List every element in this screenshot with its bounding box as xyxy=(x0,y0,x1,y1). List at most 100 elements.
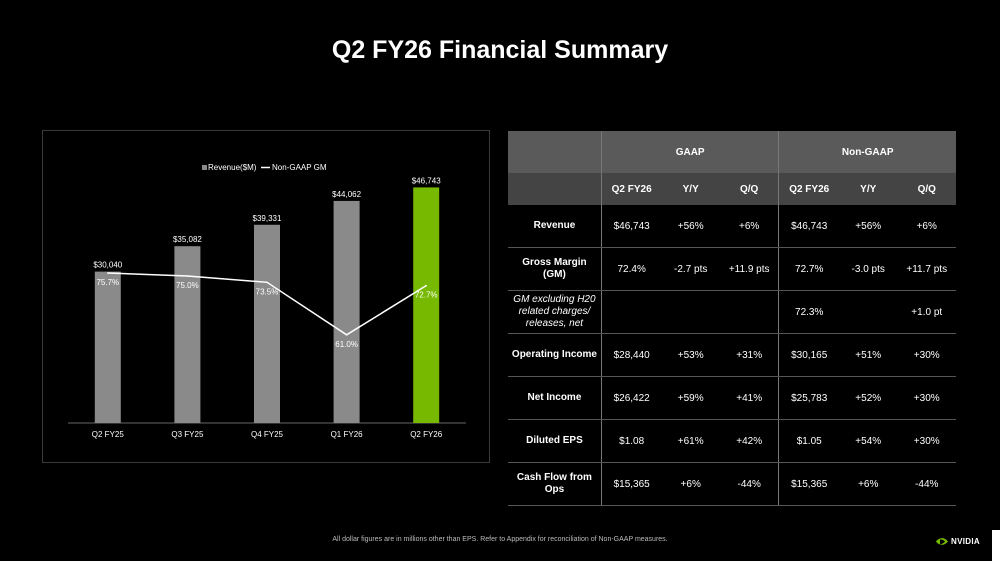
table-cell: +31% xyxy=(719,333,780,377)
col-header: Q2 FY26 xyxy=(778,173,839,205)
row-label: Diluted EPS xyxy=(508,419,602,463)
table-cell: $28,440 xyxy=(601,333,662,377)
row-label: Cash Flow from Ops xyxy=(508,462,602,506)
bar-value-label: $44,062 xyxy=(332,190,361,199)
col-header: Q/Q xyxy=(719,173,780,205)
bar-q4-fy25 xyxy=(254,224,280,423)
legend-label-gm: Non-GAAP GM xyxy=(272,163,327,172)
row-label: Net Income xyxy=(508,376,602,420)
table-cell: +30% xyxy=(897,376,956,420)
table-cell: -2.7 pts xyxy=(661,247,720,291)
table-cell: +52% xyxy=(839,376,898,420)
x-tick-label: Q3 FY25 xyxy=(171,430,204,439)
table-cell: $1.05 xyxy=(778,419,839,463)
table-cell: 72.3% xyxy=(778,290,839,334)
table-row: GM excluding H20 related charges/ releas… xyxy=(508,290,956,334)
footnote: All dollar figures are in millions other… xyxy=(332,536,668,543)
col-header: Q2 FY26 xyxy=(601,173,662,205)
table-row: Cash Flow from Ops $15,365 +6% -44% $15,… xyxy=(508,462,956,506)
table-cell: +53% xyxy=(661,333,720,377)
table-cell: $1.08 xyxy=(601,419,662,463)
col-header: Q/Q xyxy=(897,173,956,205)
col-header: Y/Y xyxy=(839,173,898,205)
table-cell: +42% xyxy=(719,419,780,463)
bar-q3-fy25 xyxy=(174,246,201,423)
gm-point xyxy=(345,334,348,336)
table-cell xyxy=(661,290,720,334)
table-cell: +51% xyxy=(839,333,898,377)
table-cell: $15,365 xyxy=(601,462,662,506)
bar-value-label: $30,040 xyxy=(93,261,122,270)
table-cell: 72.7% xyxy=(778,247,839,291)
x-tick-label: Q2 FY26 xyxy=(410,430,443,439)
header-blank xyxy=(508,173,602,205)
table-row: Gross Margin (GM) 72.4% -2.7 pts +11.9 p… xyxy=(508,247,956,291)
table-cell: +59% xyxy=(661,376,720,420)
column-header-row: Q2 FY26 Y/Y Q/Q Q2 FY26 Y/Y Q/Q xyxy=(508,173,956,205)
table-row: Net Income $26,422 +59% +41% $25,783 +52… xyxy=(508,376,956,420)
gm-value-label: 61.0% xyxy=(335,340,358,349)
bar-q2-fy26 xyxy=(413,187,440,423)
table-cell: $26,422 xyxy=(601,376,662,420)
table-cell: +54% xyxy=(839,419,898,463)
row-label: Revenue xyxy=(508,205,602,248)
table-row: Revenue $46,743 +56% +6% $46,743 +56% +6… xyxy=(508,205,956,248)
bar-value-label: $35,082 xyxy=(173,235,202,244)
table-cell: +56% xyxy=(661,205,720,248)
revenue-gm-chart: Revenue($M) Non-GAAP GM $30,040 Q2 FY25 $35,… xyxy=(42,130,490,463)
legend-swatch-revenue xyxy=(202,165,207,170)
table-row: Diluted EPS $1.08 +61% +42% $1.05 +54% +… xyxy=(508,419,956,463)
table-cell: -44% xyxy=(719,462,780,506)
gm-value-label: 75.0% xyxy=(176,281,199,290)
table-cell: +41% xyxy=(719,376,780,420)
gm-value-label: 72.7% xyxy=(415,291,438,300)
table-cell: +1.0 pt xyxy=(897,290,956,334)
logo-wordmark: NVIDIA xyxy=(951,537,980,546)
gm-point xyxy=(266,281,268,284)
table-cell: +6% xyxy=(839,462,898,506)
table-cell xyxy=(839,290,898,334)
gm-point xyxy=(107,272,109,274)
gm-value-label: 73.5% xyxy=(256,287,279,296)
table-cell: $30,165 xyxy=(778,333,839,377)
nvidia-eye-icon xyxy=(936,538,948,545)
legend-label-revenue: Revenue($M) xyxy=(208,163,257,172)
chart-legend: Revenue($M) Non-GAAP GM xyxy=(202,163,327,172)
table-cell: +11.9 pts xyxy=(719,247,780,291)
bar-value-label: $46,743 xyxy=(412,176,441,185)
financial-summary-table: GAAP Non-GAAP Q2 FY26 Y/Y Q/Q Q2 FY26 Y/… xyxy=(508,131,956,506)
row-label: GM excluding H20 related charges/ releas… xyxy=(508,290,602,334)
gm-point xyxy=(425,284,428,287)
x-tick-label: Q1 FY26 xyxy=(331,430,364,439)
table-cell: -3.0 pts xyxy=(839,247,898,291)
row-label: Operating Income xyxy=(508,333,602,377)
x-tick-label: Q4 FY25 xyxy=(251,430,284,439)
table-cell: $25,783 xyxy=(778,376,839,420)
table-cell: +30% xyxy=(897,333,956,377)
table-cell xyxy=(719,290,780,334)
corner-accent xyxy=(992,530,1000,561)
table-cell: +30% xyxy=(897,419,956,463)
header-blank xyxy=(508,131,602,173)
table-cell: +11.7 pts xyxy=(897,247,956,291)
nvidia-logo: NVIDIA xyxy=(936,537,980,546)
table-cell: $46,743 xyxy=(601,205,662,248)
gm-value-label: 75.7% xyxy=(96,278,119,287)
table-cell xyxy=(601,290,662,334)
table-row: Operating Income $28,440 +53% +31% $30,1… xyxy=(508,333,956,377)
gm-point xyxy=(186,275,189,277)
table-cell: 72.4% xyxy=(601,247,662,291)
table-cell: $46,743 xyxy=(778,205,839,248)
bar-q1-fy26 xyxy=(333,200,360,423)
bar-value-label: $39,331 xyxy=(253,214,282,223)
table-cell: +56% xyxy=(839,205,898,248)
page-title: Q2 FY26 Financial Summary xyxy=(331,36,669,64)
row-label: Gross Margin (GM) xyxy=(508,247,602,291)
table-cell: +6% xyxy=(897,205,956,248)
x-tick-label: Q2 FY25 xyxy=(92,430,125,439)
col-header: Y/Y xyxy=(661,173,720,205)
group-header-row: GAAP Non-GAAP xyxy=(508,131,956,173)
non-gaap-header: Non-GAAP xyxy=(778,131,956,173)
table-cell: -44% xyxy=(897,462,956,506)
table-cell: $15,365 xyxy=(778,462,839,506)
